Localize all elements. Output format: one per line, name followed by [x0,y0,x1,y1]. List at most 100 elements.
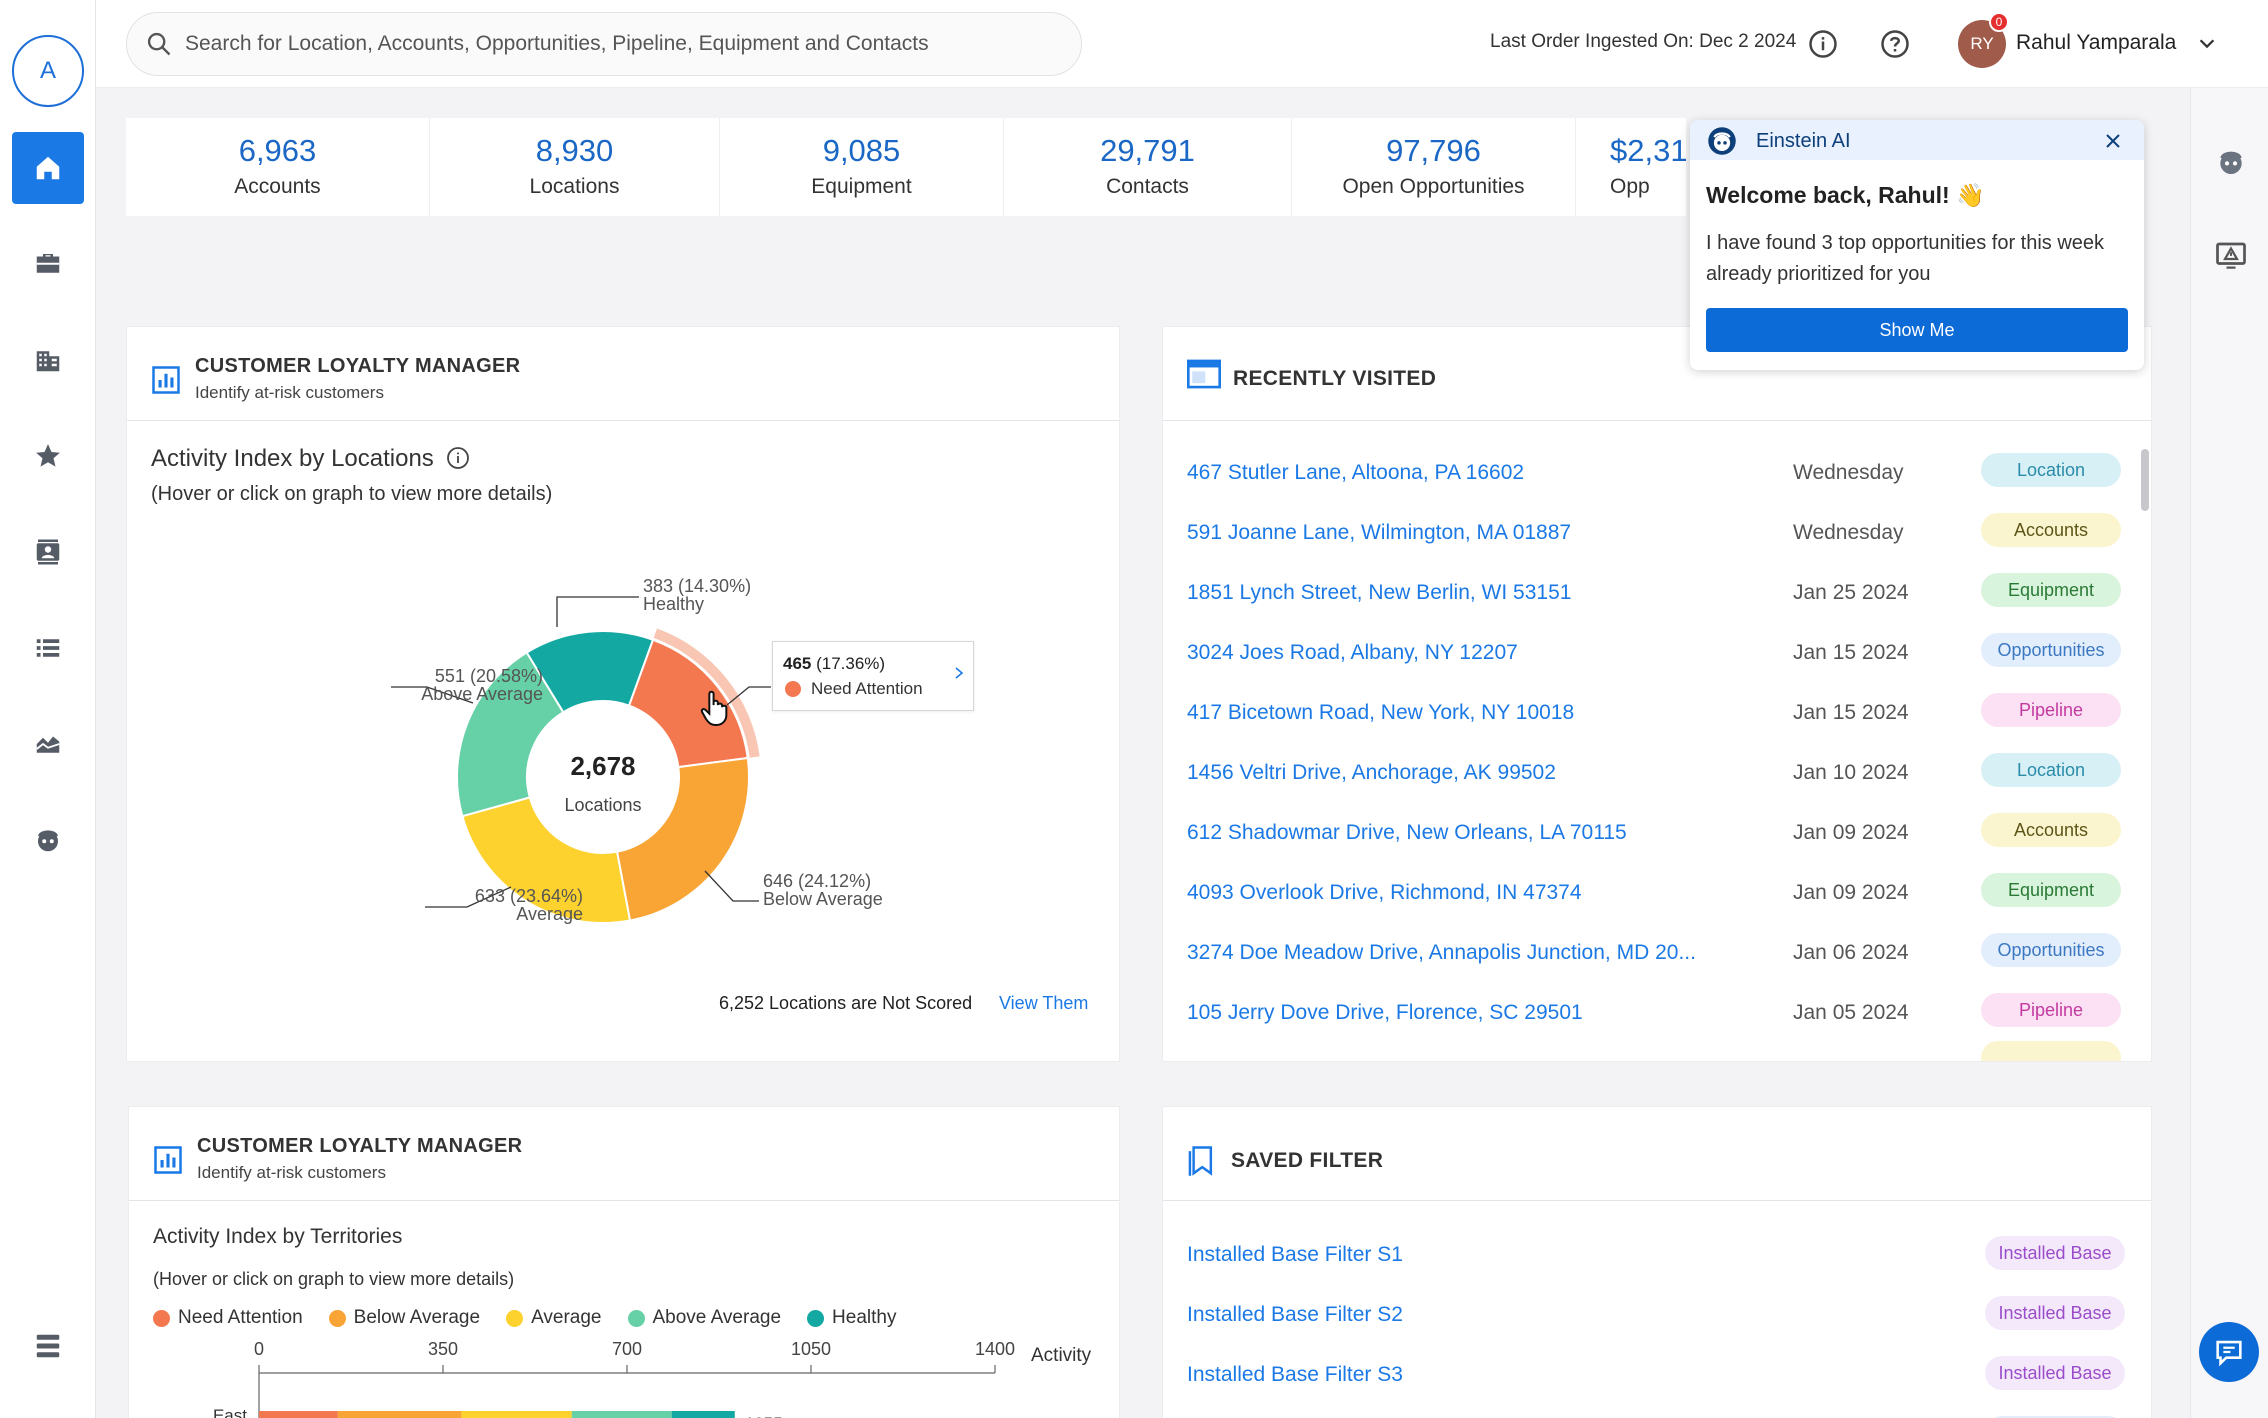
slice-average[interactable] [461,796,632,924]
stack-menu-icon [36,1334,60,1358]
slice-below-average[interactable] [615,756,750,922]
stat-open-opportunities[interactable]: 97,796 Open Opportunities [1292,118,1576,216]
search-input[interactable] [185,32,1065,56]
left-navigation: A [0,0,96,1418]
recent-type-badge: Accounts [1981,513,2121,547]
recent-address-link[interactable]: 467 Stutler Lane, Altoona, PA 16602 [1187,461,1525,484]
label-value: 646 (24.12%) [763,871,872,891]
nav-accounts[interactable] [12,228,84,300]
slice-above-average[interactable] [456,651,565,818]
recent-row[interactable]: 4093 Overlook Drive, Richmond, IN 47374 J… [1163,865,2151,925]
area-chart-icon [36,736,60,753]
nav-favorites[interactable] [12,420,84,492]
recent-type-badge: Location [1981,753,2121,787]
recent-address-link[interactable]: 1851 Lynch Street, New Berlin, WI 53151 [1187,581,1572,604]
stat-label: Contacts [1106,175,1189,198]
recent-row[interactable]: 1851 Lynch Street, New Berlin, WI 53151 J… [1163,565,2151,625]
bar-segment[interactable] [461,1411,572,1418]
chat-support-button[interactable] [2199,1322,2259,1382]
notification-badge[interactable]: 0 [1989,12,2009,32]
legend-above-average[interactable]: Above Average [627,1307,781,1329]
recent-address-link[interactable]: 417 Bicetown Road, New York, NY 10018 [1187,701,1575,724]
saved-filter-link[interactable]: Installed Base Filter S2 [1187,1303,1403,1326]
bar-segment[interactable] [259,1411,338,1418]
chat-bubble-icon [2216,1340,2242,1367]
saved-filter-row[interactable]: Installed Base Filter S3 Installed Base [1163,1347,2151,1407]
recent-address-link[interactable]: 591 Joanne Lane, Wilmington, MA 01887 [1187,521,1572,544]
x-tick-label: 0 [254,1339,264,1359]
stat-equipment[interactable]: 9,085 Equipment [720,118,1004,216]
recent-address-link[interactable]: 105 Jerry Dove Drive, Florence, SC 29501 [1187,1001,1583,1024]
recent-date: Wednesday [1793,521,1904,544]
saved-filter-row[interactable]: Opportunity Filter S1Opportunities [1163,1407,2151,1418]
recent-row[interactable]: 591 Joanne Lane, Wilmington, MA 01887 Wed… [1163,505,2151,565]
saved-filter-link[interactable]: Installed Base Filter S1 [1187,1243,1403,1266]
saved-filter-row[interactable]: Installed Base Filter S1 Installed Base [1163,1227,2151,1287]
bar-segment[interactable] [337,1411,462,1418]
saved-filter-link[interactable]: Installed Base Filter S3 [1187,1363,1403,1386]
help-icon[interactable] [1880,29,1910,59]
nav-menu[interactable] [12,1310,84,1382]
bar-segment[interactable] [671,1411,735,1418]
legend-label: Need Attention [178,1307,303,1328]
recent-address-link[interactable]: 1456 Veltri Drive, Anchorage, AK 99502 [1187,761,1556,784]
chevron-down-icon[interactable] [2196,32,2218,54]
recent-address-link[interactable]: 4093 Overlook Drive, Richmond, IN 47374 [1187,881,1582,904]
recent-row[interactable]: 467 Stutler Lane, Altoona, PA 16602 Wedne… [1163,445,2151,505]
app-logo[interactable]: A [12,35,84,107]
stat-locations[interactable]: 8,930 Locations [430,118,720,216]
list-scrollbar[interactable] [2141,449,2149,511]
stat-opportunity-value[interactable]: $2,31 Opp [1576,118,1686,216]
legend-below-average[interactable]: Below Average [328,1307,480,1329]
activity-donut-chart[interactable]: 2,678 Locations [127,327,1121,1063]
legend-swatch [627,1309,645,1327]
star-icon [36,444,60,467]
recent-row[interactable]: 105 Jerry Dove Drive, Florence, SC 29501… [1163,985,2151,1045]
right-utility-rail [2190,88,2268,1418]
chevron-right-icon[interactable] [953,666,965,680]
einstein-icon [38,830,58,852]
close-icon[interactable] [2104,132,2122,150]
label-value: 633 (23.64%) [474,886,583,906]
info-icon[interactable] [1808,29,1838,59]
recent-address-link[interactable]: 3274 Doe Meadow Drive, Annapolis Junctio… [1187,941,1696,964]
legend-healthy[interactable]: Healthy [807,1307,896,1329]
stat-accounts[interactable]: 6,963 Accounts [126,118,430,216]
saved-filter-row[interactable]: Installed Base Filter S2 Installed Base [1163,1287,2151,1347]
territory-bar-chart[interactable]: 0 350 700 1050 1400 Activity East 1255 [129,1337,1120,1418]
stat-value: 9,085 [822,133,901,168]
stat-contacts[interactable]: 29,791 Contacts [1004,118,1292,216]
slice-healthy[interactable] [525,630,655,714]
recent-row[interactable]: 417 Bicetown Road, New York, NY 10018 Jan… [1163,685,2151,745]
nav-locations[interactable] [12,324,84,396]
nav-analytics[interactable] [12,708,84,780]
einstein-header: Einstein AI [1690,120,2144,160]
saved-filter-badge: Installed Base [1985,1236,2125,1270]
einstein-welcome: Welcome back, Rahul! 👋 [1706,182,1985,208]
nav-contacts[interactable] [12,516,84,588]
recent-address-link[interactable]: 612 Shadowmar Drive, New Orleans, LA 701… [1187,821,1627,844]
einstein-assistant-icon[interactable] [2215,146,2247,178]
recent-address-link[interactable]: 3024 Joes Road, Albany, NY 12207 [1187,641,1518,664]
bar-chart-icon [152,366,180,394]
nav-home[interactable] [12,132,84,204]
chart-title-text: Activity Index by Locations [151,445,434,472]
view-them-link[interactable]: View Them [999,993,1089,1013]
info-icon[interactable] [446,446,470,470]
bar-chart-icon [154,1146,182,1174]
recent-row[interactable]: 3274 Doe Meadow Drive, Annapolis Junctio… [1163,925,2151,985]
legend-average[interactable]: Average [506,1307,602,1329]
user-name[interactable]: Rahul Yamparala [2016,31,2177,54]
recent-row[interactable]: 1456 Veltri Drive, Anchorage, AK 99502 Ja… [1163,745,2151,805]
show-me-button[interactable]: Show Me [1706,308,2128,352]
nav-list[interactable] [12,612,84,684]
global-search[interactable] [126,12,1082,76]
recent-row[interactable]: 612 Shadowmar Drive, New Orleans, LA 701… [1163,805,2151,865]
bar-segment[interactable] [571,1411,672,1418]
legend-need-attention[interactable]: Need Attention [153,1307,303,1329]
monitor-alert-icon[interactable] [2213,238,2249,274]
recent-row[interactable]: 3024 Joes Road, Albany, NY 12207 Jan 15 2… [1163,625,2151,685]
tooltip-percent: (17.36%) [816,654,886,673]
einstein-message: I have found 3 top opportunities for thi… [1706,232,2105,285]
nav-einstein[interactable] [12,804,84,876]
